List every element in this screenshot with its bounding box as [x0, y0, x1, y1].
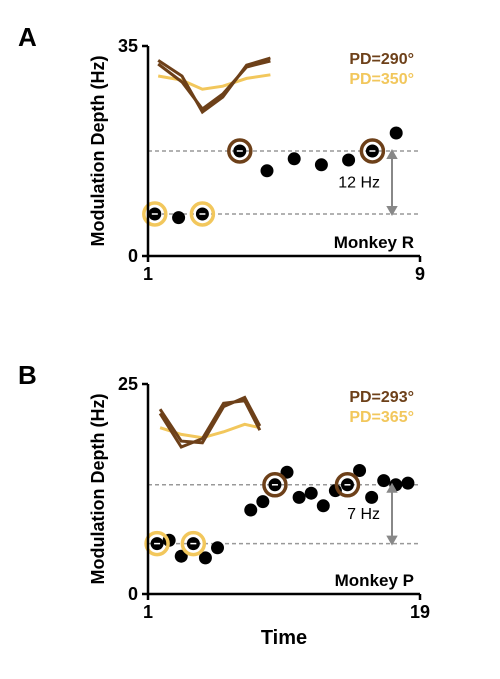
svg-text:Monkey R: Monkey R	[334, 233, 414, 252]
svg-text:Monkey P: Monkey P	[335, 571, 414, 590]
svg-text:12 Hz: 12 Hz	[338, 175, 380, 192]
svg-text:7 Hz: 7 Hz	[347, 506, 380, 523]
panel-b-label: B	[18, 360, 37, 391]
svg-text:35: 35	[118, 36, 138, 56]
svg-text:PD=350°: PD=350°	[349, 71, 414, 88]
svg-text:1: 1	[143, 264, 153, 284]
svg-text:25: 25	[118, 374, 138, 394]
panel-a-chart: 0 35 1 9 Modulation Depth (Hz) 12 Hz Monkey R…	[80, 30, 440, 290]
svg-text:PD=365°: PD=365°	[349, 409, 414, 426]
panel-b-chart: 0 25 1 19 Modulation Depth (Hz) Time 7 Hz Monk…	[80, 368, 440, 658]
svg-text:PD=293°: PD=293°	[349, 389, 414, 406]
svg-text:0: 0	[128, 584, 138, 604]
svg-text:9: 9	[415, 264, 425, 284]
svg-text:PD=290°: PD=290°	[349, 51, 414, 68]
svg-text:Modulation Depth (Hz): Modulation Depth (Hz)	[88, 56, 108, 247]
svg-text:19: 19	[410, 602, 430, 622]
svg-text:Time: Time	[261, 627, 307, 649]
svg-text:Modulation Depth (Hz): Modulation Depth (Hz)	[88, 394, 108, 585]
panel-a-label: A	[18, 22, 37, 53]
svg-text:0: 0	[128, 246, 138, 266]
svg-text:1: 1	[143, 602, 153, 622]
